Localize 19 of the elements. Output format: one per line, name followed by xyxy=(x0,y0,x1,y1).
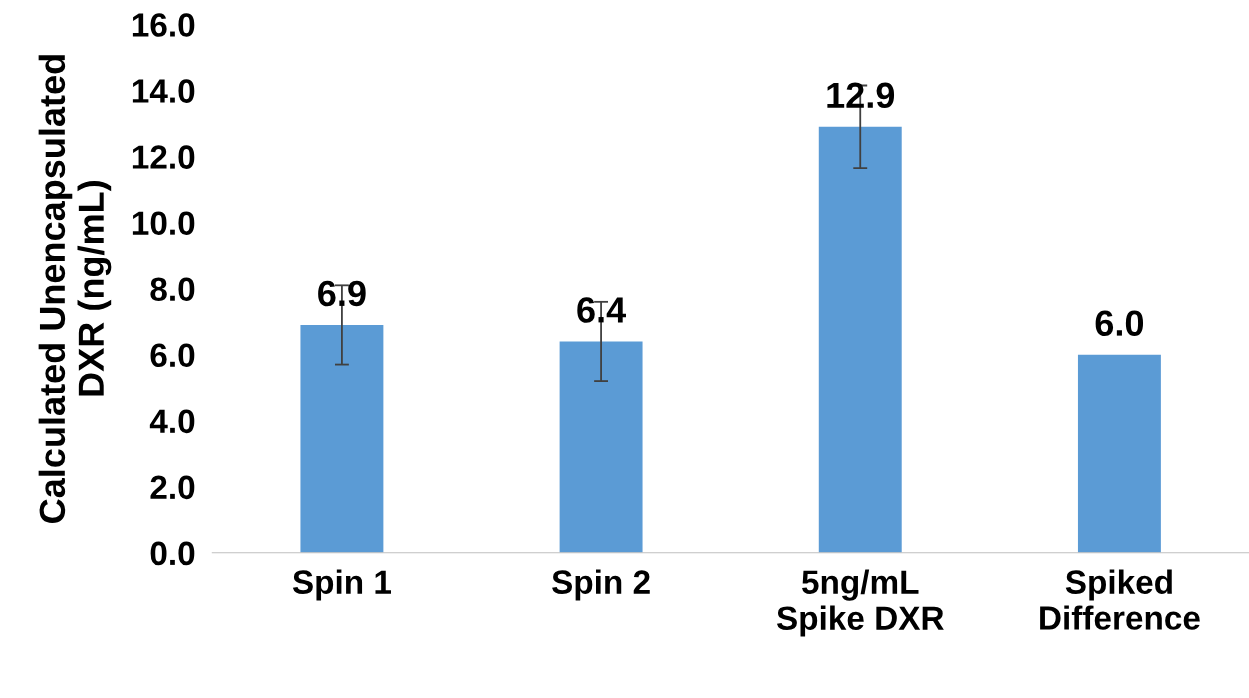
bar xyxy=(818,126,902,553)
y-tick-label: 0.0 xyxy=(150,541,195,566)
bar xyxy=(559,341,643,553)
bar xyxy=(300,324,384,553)
y-tick-label: 14.0 xyxy=(132,79,195,103)
x-tick-label: Spin 1 xyxy=(292,569,391,601)
y-tick-label: 16.0 xyxy=(132,13,195,37)
x-tick-label: Spiked Difference xyxy=(1040,569,1200,630)
data-label: 6.0 xyxy=(1095,310,1144,336)
y-tick-label: 8.0 xyxy=(150,277,195,302)
y-tick-label: 12.0 xyxy=(132,145,195,169)
x-tick-label: Spin 2 xyxy=(552,569,650,601)
y-tick-label: 10.0 xyxy=(132,211,195,235)
x-tick-label: 5ng/mL Spike DXR xyxy=(776,569,944,637)
y-tick-label: 2.0 xyxy=(150,475,195,500)
y-tick-label: 4.0 xyxy=(149,409,195,434)
y-axis-title: Calculated Unencapsulated DXR (ng/mL) xyxy=(38,55,112,523)
y-tick-label: 6.0 xyxy=(150,343,195,368)
bar xyxy=(1077,354,1161,553)
